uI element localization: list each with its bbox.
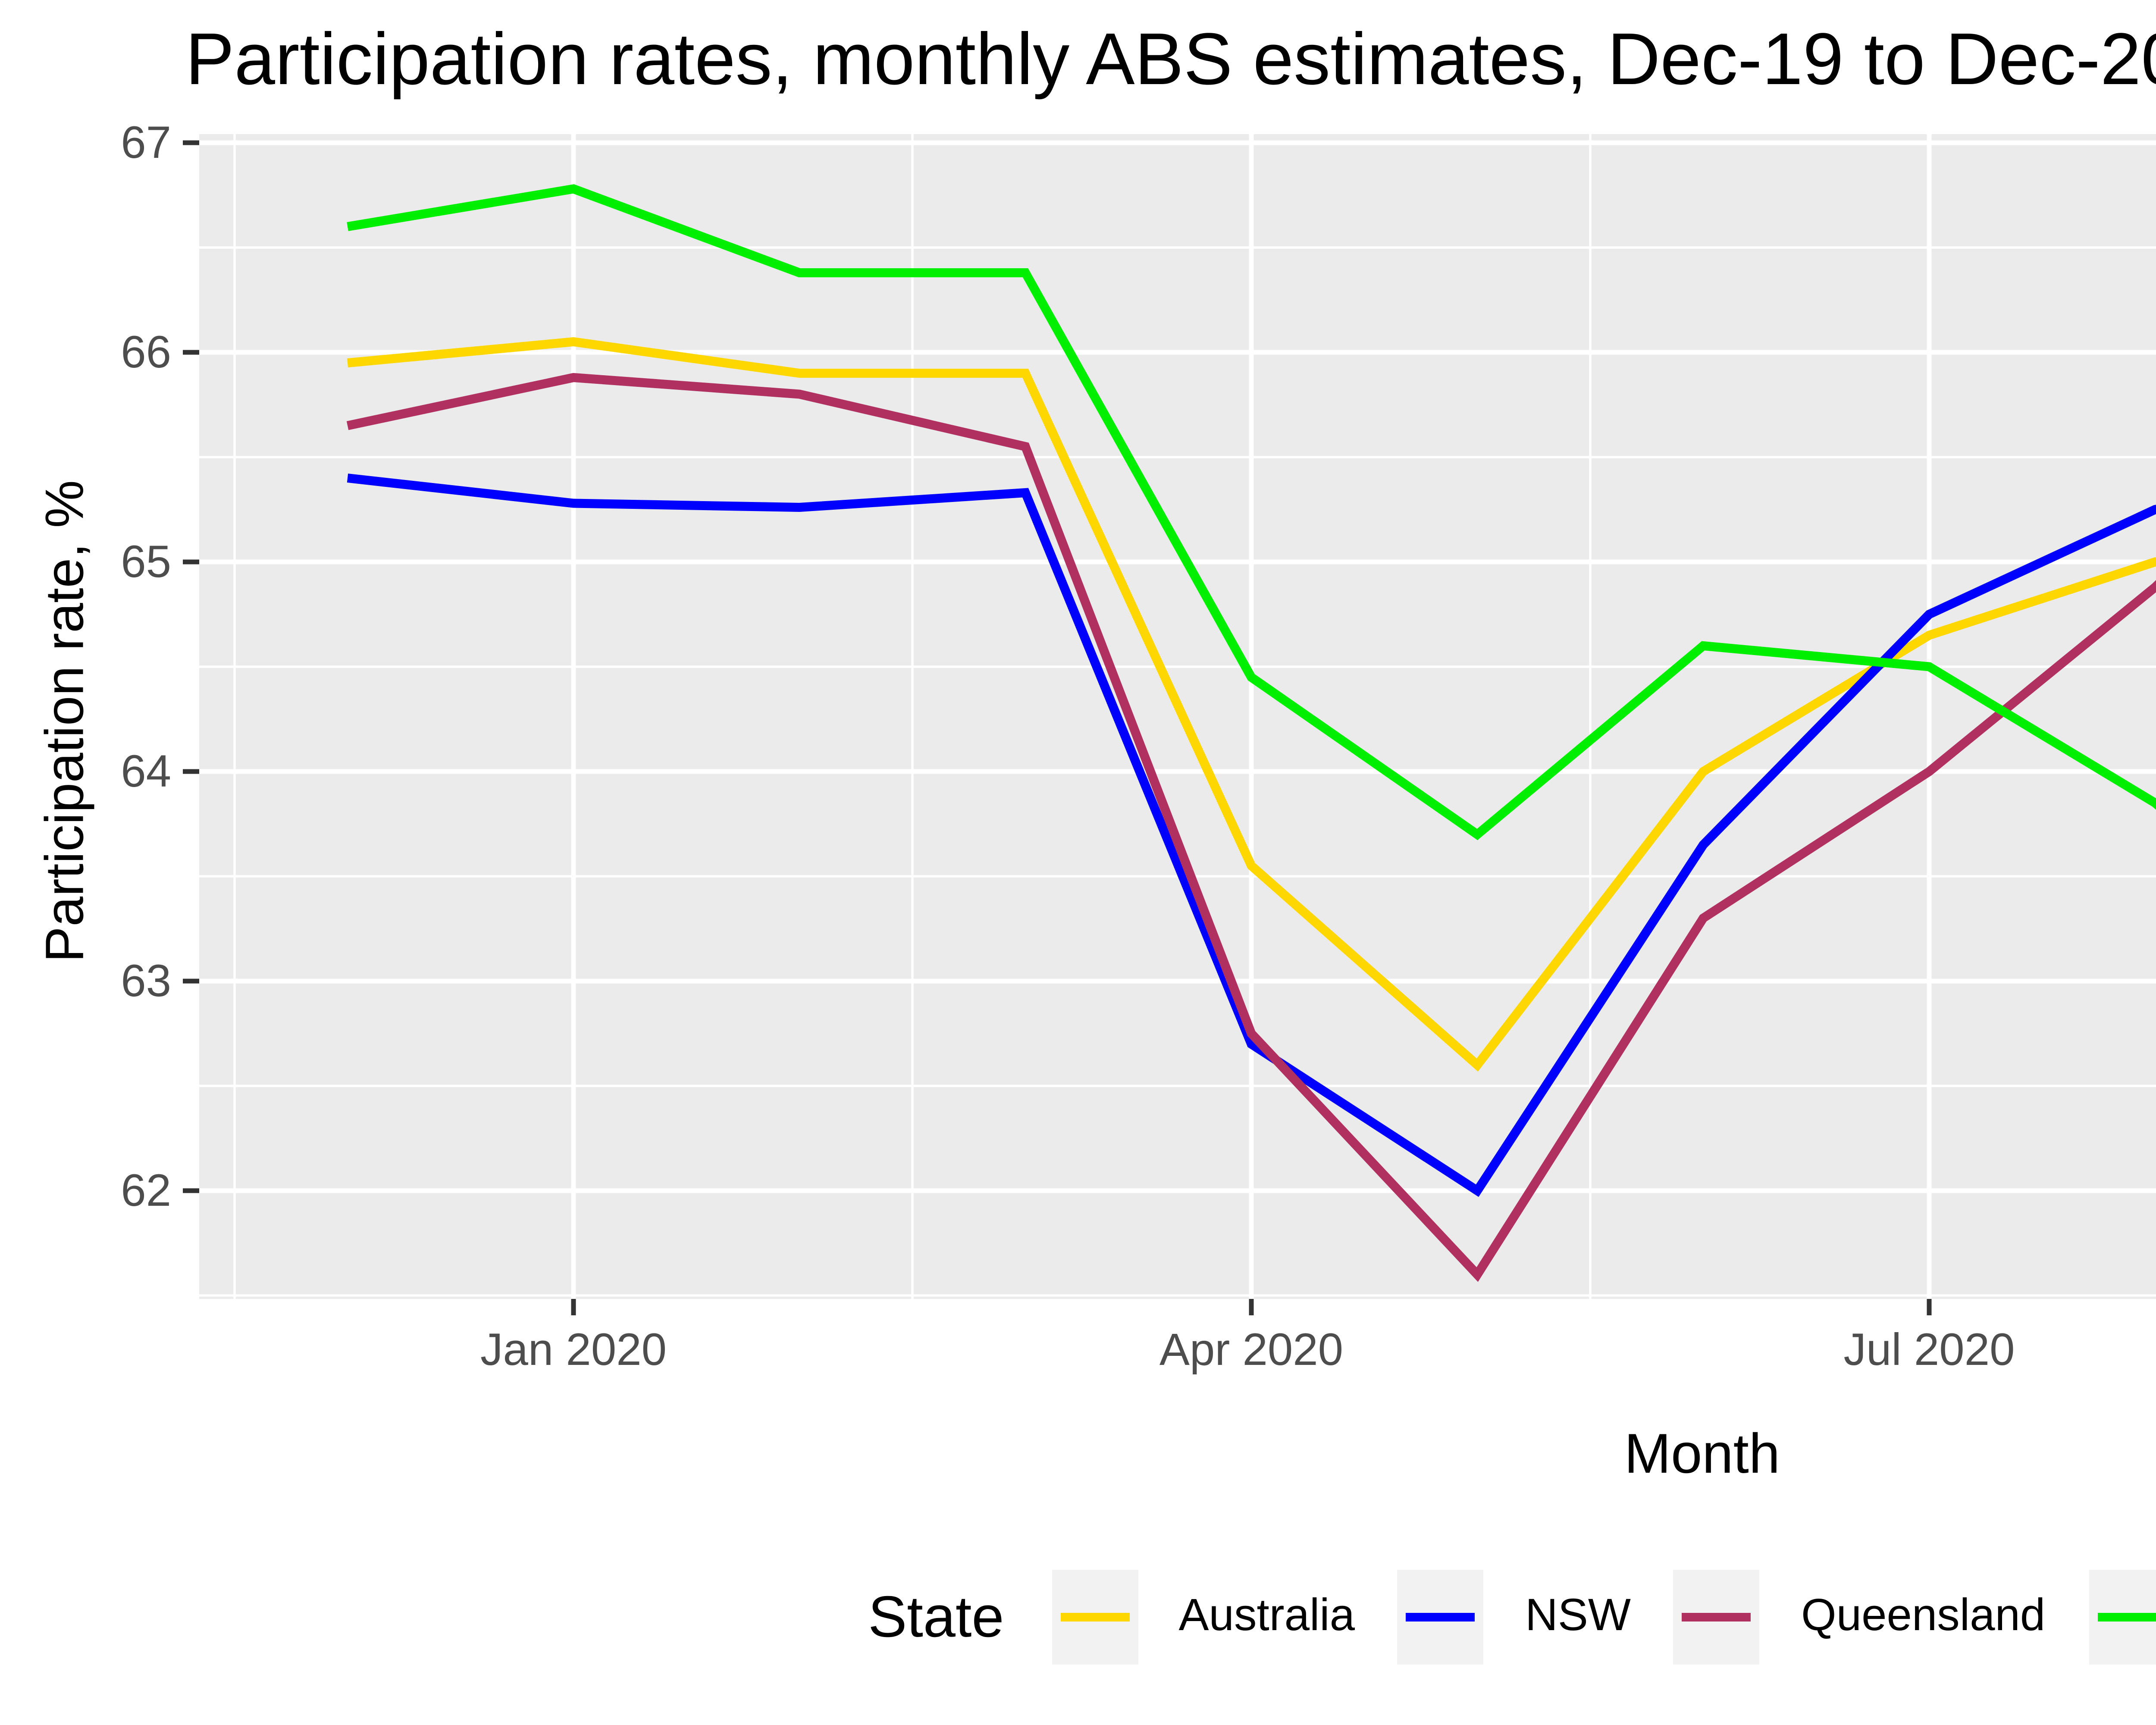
x-axis-title: Month [1624, 1421, 1780, 1486]
legend-key-line [1683, 1612, 1752, 1622]
legend-key-line [2097, 1612, 2156, 1622]
y-tick-label: 67 [121, 117, 171, 168]
legend-key-line [1407, 1612, 1476, 1622]
y-tick-label: 64 [121, 746, 171, 797]
legend-item-australia: Australia [1051, 1570, 1355, 1665]
legend-item-victoria: Victoria [2088, 1570, 2156, 1665]
panel-background [199, 134, 2156, 1299]
x-tick-label: Jan 2020 [480, 1324, 667, 1375]
y-tick-label: 65 [121, 536, 171, 587]
legend-item-nsw: NSW [1398, 1570, 1631, 1665]
legend-key-icon [1051, 1570, 1138, 1665]
chart-title: Participation rates, monthly ABS estimat… [185, 19, 2156, 101]
legend-key-icon [1398, 1570, 1485, 1665]
legend-item-label: Queensland [1801, 1591, 2046, 1641]
y-tick-label: 66 [121, 327, 171, 377]
legend-item-queensland: Queensland [1674, 1570, 2045, 1665]
y-tick-label: 62 [121, 1165, 171, 1216]
legend-item-label: NSW [1525, 1591, 1631, 1641]
data-line-queensland [346, 373, 2156, 1282]
legend-key-icon [1674, 1570, 1761, 1665]
y-tick-label: 63 [121, 956, 171, 1006]
data-line-australia [347, 337, 2156, 1072]
data-line-victoria [347, 184, 2156, 841]
x-tick-label: Jul 2020 [1844, 1324, 2015, 1375]
legend-key-line [1060, 1612, 1129, 1622]
x-tick-label: Apr 2020 [1159, 1324, 1343, 1375]
legend-title: State [868, 1584, 1004, 1649]
data-line-nsw [347, 474, 2156, 1197]
legend: State Australia NSW Queensland Victoria [0, 1570, 2156, 1665]
legend-key-icon [2088, 1570, 2156, 1665]
legend-item-label: Australia [1178, 1591, 1355, 1641]
